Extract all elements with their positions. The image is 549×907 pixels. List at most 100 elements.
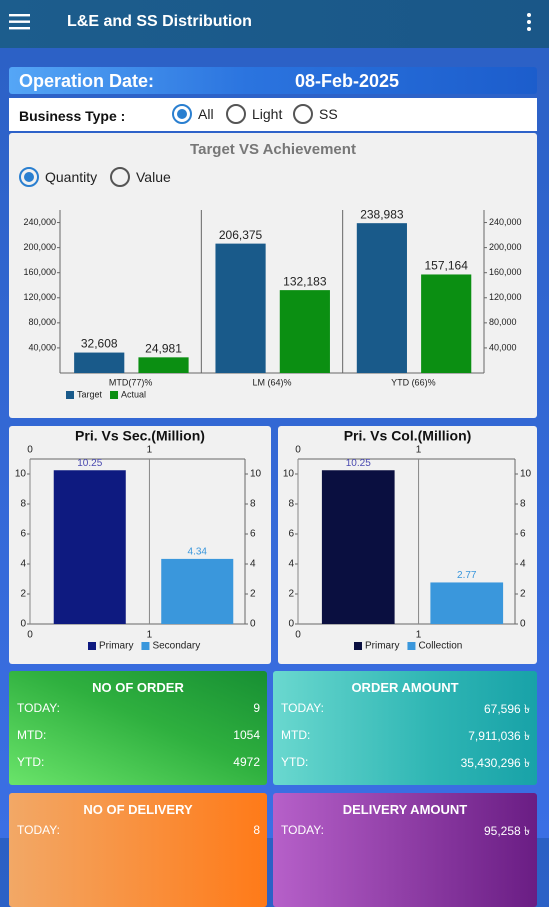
y-tick-label: 4 — [520, 559, 526, 570]
chart-panel: Pri. Vs Col.(Million) 0 0 2 2 4 4 6 6 8 8 10 10 0 0 1 1 1… — [278, 426, 537, 664]
chart-title: Pri. Vs Sec.(Million) — [75, 428, 205, 444]
chart: Pri. Vs Col.(Million)0 02 24 46 68 810 1000111… — [283, 428, 532, 652]
value-label: 32,608 — [81, 337, 118, 351]
x-tick-label: 0 — [295, 445, 301, 456]
card-row-value: 95,258 ৳ — [483, 824, 530, 838]
y-tick-label: 10 — [520, 469, 532, 480]
radio-label: All — [198, 106, 214, 122]
chart-title: Target VS Achievement — [190, 141, 356, 158]
y-tick-label: 2 — [20, 589, 26, 600]
y-tick-label: 120,000 — [23, 292, 56, 302]
y-tick-label: 4 — [288, 559, 294, 570]
value-label: 10.25 — [346, 458, 371, 469]
x-tick-label: 0 — [295, 630, 301, 641]
bar — [215, 243, 266, 373]
y-tick-label: 6 — [250, 529, 256, 540]
x-tick-label: 1 — [147, 445, 153, 456]
card-row-label: TODAY: — [281, 823, 324, 837]
y-tick-label: 2 — [520, 589, 526, 600]
y-tick-label: 160,000 — [489, 267, 522, 277]
business-type-row: Business Type : All Light SS — [9, 98, 537, 131]
card-row-value: 1054 — [233, 728, 260, 742]
menu-icon[interactable] — [9, 13, 31, 31]
y-tick-label: 10 — [15, 469, 27, 480]
legend-label: Collection — [418, 641, 462, 652]
card-row-label: TODAY: — [281, 701, 324, 715]
radio-label: Value — [136, 169, 171, 185]
bar — [279, 290, 330, 373]
y-tick-label: 4 — [20, 559, 26, 570]
y-tick-label: 0 — [520, 619, 526, 630]
x-tick-label: YTD (66)% — [391, 377, 436, 387]
card-row-value: 67,596 ৳ — [483, 702, 530, 716]
y-tick-label: 6 — [20, 529, 26, 540]
radio-option[interactable]: Value — [110, 167, 171, 187]
value-label: 24,981 — [145, 342, 182, 356]
card-row-label: MTD: — [17, 728, 47, 742]
y-tick-label: 4 — [250, 559, 256, 570]
card-row-label: YTD: — [281, 755, 309, 769]
radio-option[interactable]: Light — [226, 104, 282, 124]
y-tick-label: 40,000 — [28, 342, 56, 352]
y-tick-label: 6 — [288, 529, 294, 540]
value-label: 238,983 — [360, 207, 404, 221]
y-tick-label: 8 — [20, 499, 26, 510]
chart-panel: Pri. Vs Sec.(Million) 0 0 2 2 4 4 6 6 8 8 10 10 0 0 1 1 1… — [9, 426, 271, 664]
legend-label: Primary — [365, 641, 399, 652]
radio-label: Light — [252, 106, 283, 122]
card-row-value: 4972 — [233, 755, 260, 769]
chart-panel: Target VS Achievement 40,000 40,000 80,000 8… — [9, 133, 537, 418]
business-type-label: Business Type : — [19, 108, 126, 124]
x-tick-label: 1 — [416, 445, 422, 456]
bar — [321, 470, 395, 624]
chart: Target VS Achievement 40,000 40,000 80,000 8… — [23, 141, 522, 399]
y-tick-label: 8 — [250, 499, 256, 510]
bar — [53, 470, 126, 624]
card-row-label: MTD: — [281, 728, 311, 742]
y-tick-label: 120,000 — [489, 292, 522, 302]
legend-swatch — [407, 642, 416, 650]
card-row-value: 35,430,296 ৳ — [460, 756, 530, 770]
y-tick-label: 8 — [520, 499, 526, 510]
legend-label: Primary — [99, 641, 133, 652]
bar — [74, 352, 125, 373]
legend-swatch — [354, 642, 362, 650]
card-row-label: TODAY: — [17, 823, 60, 837]
radio-option[interactable]: Quantity — [19, 167, 97, 187]
y-tick-label: 80,000 — [28, 317, 56, 327]
y-tick-label: 200,000 — [23, 242, 56, 252]
y-tick-label: 200,000 — [489, 242, 522, 252]
operation-date-bar: Operation Date: 08-Feb-2025 — [9, 67, 537, 94]
card-row-value: 7,911,036 ৳ — [468, 729, 530, 743]
bar — [421, 274, 472, 373]
y-tick-label: 0 — [288, 619, 294, 630]
overflow-menu[interactable] — [526, 12, 532, 32]
operation-date-label: Operation Date: — [19, 71, 155, 91]
legend-label: Actual — [121, 389, 146, 399]
x-tick-label: 1 — [416, 630, 422, 641]
radio-option[interactable]: SS — [293, 104, 338, 124]
bar — [161, 558, 234, 624]
radio-label: SS — [319, 106, 338, 122]
chart: Pri. Vs Sec.(Million)0 02 24 46 68 810 1000111… — [15, 428, 262, 652]
card-title: NO OF DELIVERY — [83, 802, 193, 817]
app-title: L&E and SS Distribution — [67, 13, 252, 30]
radio-label: Quantity — [45, 169, 98, 185]
card-row-label: TODAY: — [17, 701, 60, 715]
y-tick-label: 2 — [250, 589, 256, 600]
y-tick-label: 6 — [520, 529, 526, 540]
bar — [138, 357, 189, 373]
value-label: 2.77 — [457, 570, 477, 581]
card-row-value: 8 — [253, 823, 260, 837]
y-tick-label: 0 — [250, 619, 256, 630]
y-tick-label: 0 — [20, 619, 26, 630]
summary-card: NO OF ORDER TODAY: 9 MTD: 1054 YTD: 4972 — [9, 671, 267, 785]
legend-label: Secondary — [152, 641, 200, 652]
card-title: DELIVERY AMOUNT — [342, 802, 468, 817]
card-row-label: YTD: — [17, 755, 45, 769]
summary-card: ORDER AMOUNT TODAY: 67,596 ৳ MTD: 7,911,036 … — [273, 671, 537, 785]
x-tick-label: 1 — [147, 630, 153, 641]
radio-option[interactable]: All — [172, 104, 214, 124]
y-tick-label: 240,000 — [23, 217, 56, 227]
